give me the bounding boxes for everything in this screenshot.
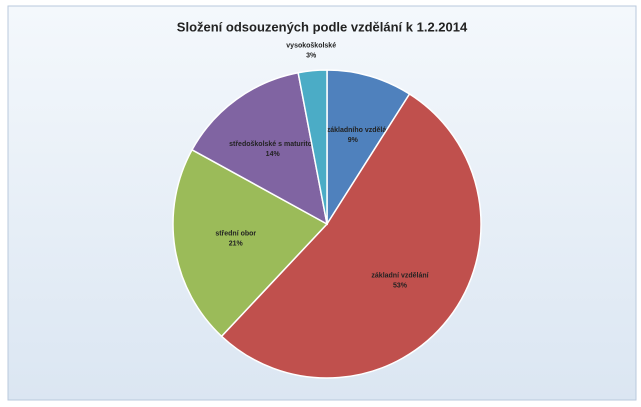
pie-slice — [326, 69, 411, 227]
slice-label: bez základního vzdělání — [313, 127, 393, 134]
slice-value-label: 53% — [393, 282, 408, 289]
slice-label: vysokoškolské — [286, 43, 336, 50]
pie-slice — [172, 148, 329, 338]
slice-value-label: 21% — [229, 240, 244, 247]
slice-value-label: 14% — [266, 151, 281, 158]
slice-label: střední obor — [215, 230, 256, 237]
slice-label: základní vzdělání — [371, 272, 429, 279]
pie-slice — [220, 92, 482, 379]
slice-value-label: 9% — [348, 137, 359, 144]
chart-title: Složení odsouzených podle vzdělání k 1.2… — [177, 19, 468, 34]
pie-slice — [297, 69, 328, 225]
slice-value-label: 3% — [306, 53, 317, 60]
pie-slice — [191, 71, 329, 226]
slice-label: středoškolské s maturitou — [229, 141, 316, 148]
